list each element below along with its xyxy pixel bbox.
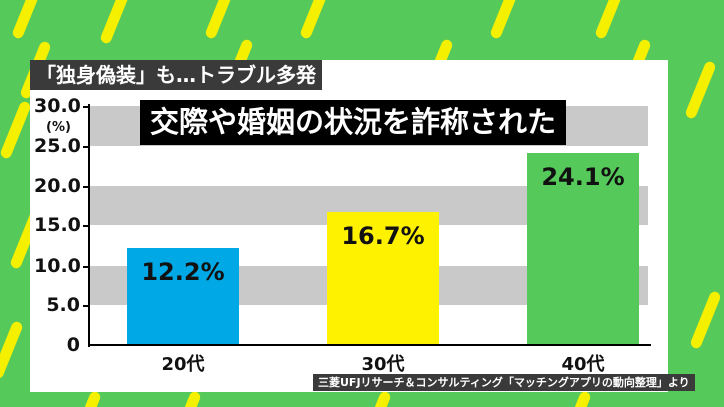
topic-label: 「独身偽装」も…トラブル多発 — [30, 60, 322, 90]
y-tick — [83, 106, 89, 108]
y-tick-label: 5.0 — [46, 294, 80, 316]
y-tick — [83, 186, 89, 188]
source-caption: 三菱UFJリサーチ＆コンサルティング「マッチングアプリの動向整理」より — [313, 374, 695, 391]
y-tick-label: 10.0 — [34, 255, 81, 277]
bar-40s: 24.1% — [527, 153, 639, 345]
bar-20s: 12.2% — [127, 248, 239, 345]
x-axis — [88, 344, 651, 346]
bar-value-label: 12.2% — [141, 258, 225, 286]
y-tick — [83, 266, 89, 268]
bar-30s: 16.7% — [327, 212, 439, 345]
y-tick-label: 15.0 — [34, 214, 81, 236]
x-category-label: 20代 — [161, 354, 205, 375]
y-axis — [88, 104, 90, 347]
y-tick — [83, 305, 89, 307]
y-tick — [83, 225, 89, 227]
y-tick-label: 30.0 — [34, 95, 81, 117]
bar-value-label: 16.7% — [341, 222, 425, 250]
y-tick-label: 25.0 — [34, 135, 81, 157]
y-tick-label: 0 — [66, 334, 80, 356]
y-tick-label: 20.0 — [34, 175, 81, 197]
x-category-label: 30代 — [361, 354, 405, 375]
x-category-label: 40代 — [561, 354, 605, 375]
y-tick — [83, 146, 89, 148]
y-unit-label: (%) — [46, 120, 71, 135]
chart-title: 交際や婚姻の状況を詐称された — [140, 100, 567, 145]
bar-value-label: 24.1% — [541, 163, 625, 191]
